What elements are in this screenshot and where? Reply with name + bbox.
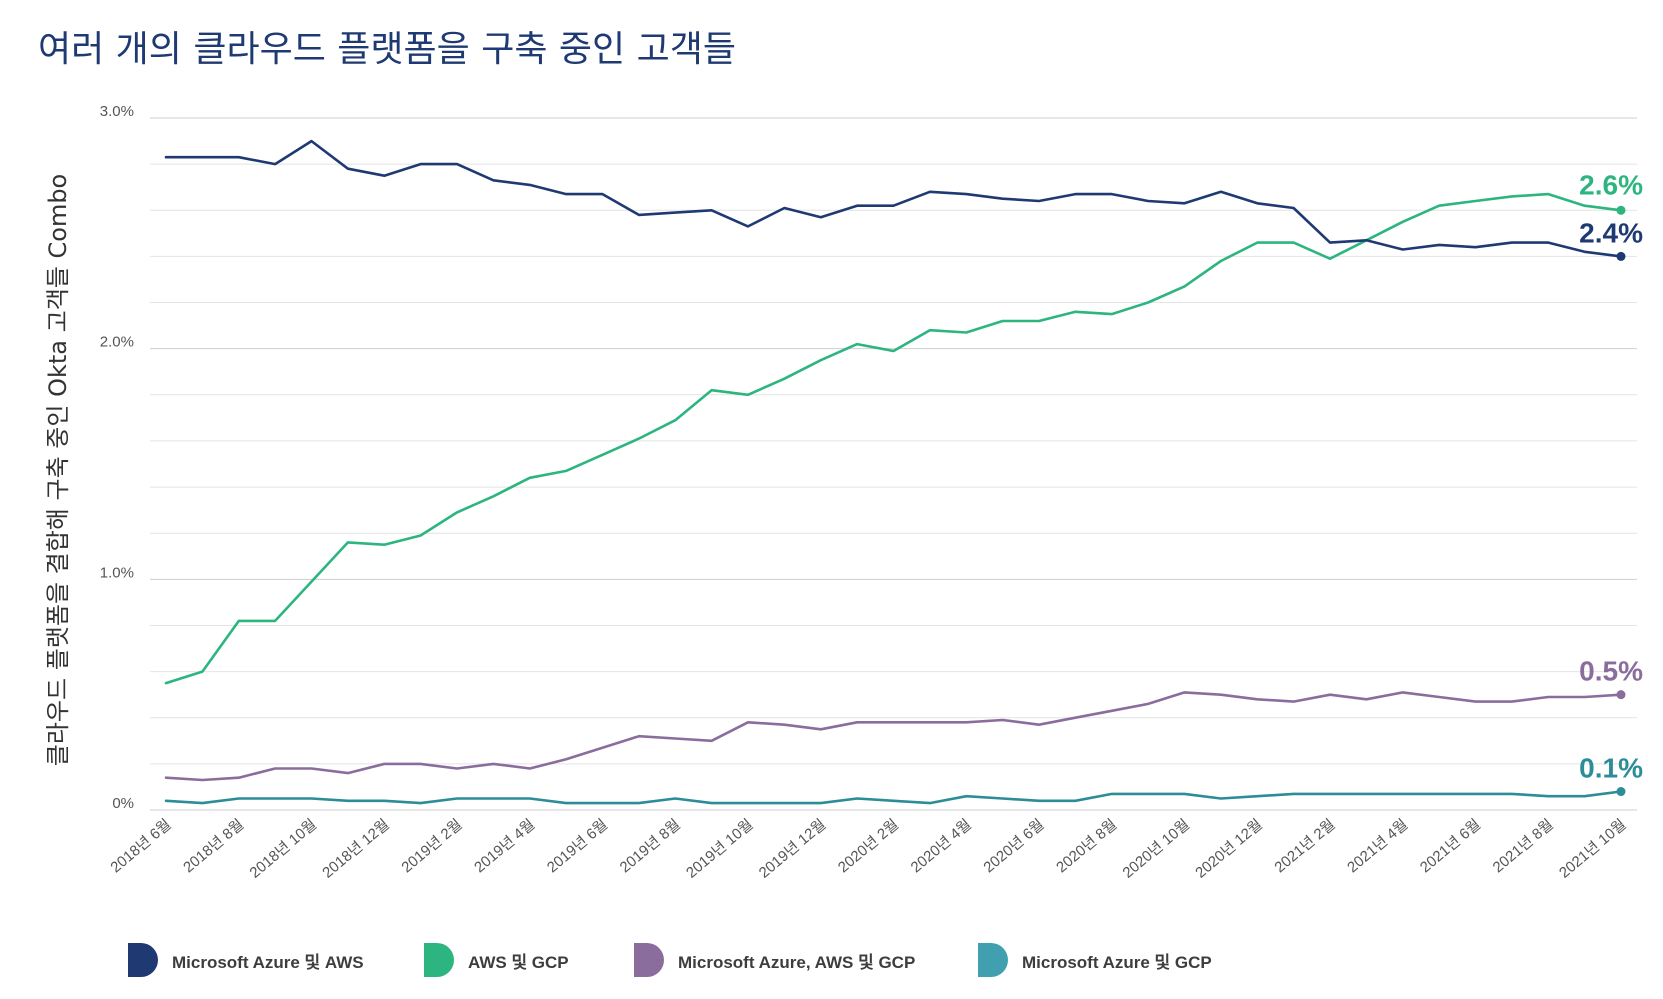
series-lines bbox=[164, 139, 1626, 805]
legend-swatch-aws-gcp bbox=[424, 943, 454, 977]
x-tick-label: 2020년 10월 bbox=[1119, 816, 1193, 882]
legend-label-azure-aws: Microsoft Azure 및 AWS bbox=[172, 952, 364, 972]
legend-label-azure-gcp: Microsoft Azure 및 GCP bbox=[1022, 952, 1212, 972]
gridlines bbox=[150, 117, 1637, 811]
x-tick-label: 2018년 6월 bbox=[107, 816, 174, 876]
x-tick-label: 2021년 2월 bbox=[1271, 816, 1338, 876]
x-tick-label: 2021년 6월 bbox=[1417, 816, 1484, 876]
end-label-azure-aws-gcp: 0.5% bbox=[1579, 656, 1643, 687]
x-tick-label: 2019년 2월 bbox=[398, 816, 465, 876]
x-tick-label: 2018년 12월 bbox=[319, 816, 393, 882]
x-tick-label: 2019년 8월 bbox=[617, 816, 684, 876]
x-tick-label: 2019년 6월 bbox=[544, 816, 611, 876]
y-tick-label: 0% bbox=[112, 795, 134, 812]
legend-item-azure-aws: Microsoft Azure 및 AWS bbox=[128, 940, 364, 980]
x-tick-label: 2019년 12월 bbox=[756, 816, 830, 882]
legend-swatch-azure-aws bbox=[128, 943, 158, 977]
series-line-aws-gcp bbox=[164, 192, 1623, 685]
legend-item-aws-gcp: AWS 및 GCP bbox=[424, 940, 569, 980]
y-tick-label: 3.0% bbox=[100, 103, 134, 120]
x-tick-label: 2019년 10월 bbox=[683, 816, 757, 882]
end-point-aws-gcp bbox=[1616, 205, 1626, 215]
end-value-labels: 2.4% 2.6% 0.5% 0.1% bbox=[1579, 169, 1643, 783]
x-tick-label: 2021년 10월 bbox=[1556, 816, 1630, 882]
x-tick-label: 2021년 4월 bbox=[1344, 816, 1411, 876]
end-point-azure-aws bbox=[1616, 251, 1626, 261]
end-label-aws-gcp: 2.6% bbox=[1579, 169, 1643, 200]
legend-label-azure-aws-gcp: Microsoft Azure, AWS 및 GCP bbox=[678, 952, 916, 972]
chart-title: 여러 개의 클라우드 플랫폼을 구축 중인 고객들 bbox=[38, 29, 736, 70]
x-tick-label: 2020년 4월 bbox=[908, 816, 975, 876]
x-tick-label: 2020년 8월 bbox=[1053, 816, 1120, 876]
x-tick-label: 2018년 10월 bbox=[246, 816, 320, 882]
x-tick-label: 2021년 8월 bbox=[1490, 816, 1557, 876]
legend-swatch-azure-aws-gcp bbox=[634, 943, 664, 977]
x-axis-ticks: 2018년 6월 2018년 8월 2018년 10월 2018년 12월 2019년 … bbox=[107, 816, 1629, 882]
legend-swatch-azure-gcp bbox=[978, 943, 1008, 977]
x-tick-label: 2020년 2월 bbox=[835, 816, 902, 876]
legend-item-azure-aws-gcp: Microsoft Azure, AWS 및 GCP bbox=[634, 940, 915, 980]
legend-item-azure-gcp: Microsoft Azure 및 GCP bbox=[978, 940, 1212, 980]
end-label-azure-aws: 2.4% bbox=[1579, 217, 1643, 248]
series-line-azure-aws-gcp bbox=[164, 691, 1623, 782]
legend-label-aws-gcp: AWS 및 GCP bbox=[468, 952, 569, 972]
x-tick-label: 2018년 8월 bbox=[180, 816, 247, 876]
y-tick-label: 1.0% bbox=[100, 564, 134, 581]
series-line-azure-gcp bbox=[164, 790, 1623, 805]
x-tick-label: 2020년 12월 bbox=[1192, 816, 1266, 882]
y-axis-label: 클라우드 플랫폼을 결합해 구축 중인 Okta 고객들 Combo bbox=[44, 174, 72, 767]
end-point-azure-aws-gcp bbox=[1616, 690, 1626, 700]
series-line-azure-aws bbox=[164, 139, 1623, 258]
y-tick-label: 2.0% bbox=[100, 334, 134, 351]
y-axis-ticks: 0% 1.0% 2.0% 3.0% bbox=[100, 103, 134, 812]
x-tick-label: 2020년 6월 bbox=[980, 816, 1047, 876]
x-tick-label: 2019년 4월 bbox=[471, 816, 538, 876]
end-label-azure-gcp: 0.1% bbox=[1579, 753, 1643, 784]
end-point-azure-gcp bbox=[1616, 787, 1626, 797]
